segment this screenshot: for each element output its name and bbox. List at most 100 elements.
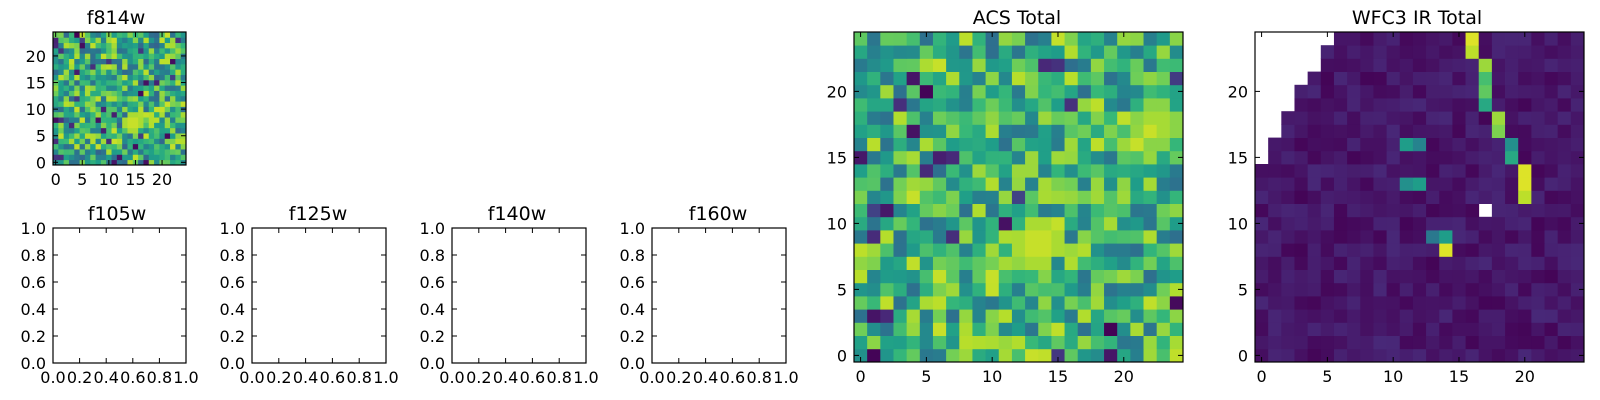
heatmap-cell: [1077, 256, 1092, 270]
heatmap-cell: [854, 124, 868, 138]
heatmap-cell: [1077, 111, 1092, 125]
heatmap-cell: [1333, 322, 1348, 336]
heatmap-cell: [998, 111, 1013, 125]
heatmap-cell: [122, 95, 128, 102]
heatmap-cell: [880, 111, 894, 125]
heatmap-cell: [106, 149, 112, 155]
heatmap-cell: [1077, 190, 1092, 204]
heatmap-cell: [122, 47, 128, 54]
heatmap-cell: [1038, 32, 1052, 46]
heatmap-cell: [1051, 203, 1065, 218]
heatmap-cell: [906, 230, 921, 244]
heatmap-cell: [170, 90, 176, 97]
heatmap-cell: [138, 133, 144, 139]
heatmap-cell: [90, 117, 96, 123]
heatmap-cell: [906, 111, 921, 125]
heatmap-cell: [148, 143, 155, 150]
heatmap-cell: [1077, 230, 1092, 244]
heatmap-cell: [1025, 230, 1039, 244]
heatmap-cell: [1478, 269, 1493, 284]
heatmap-cell: [1064, 111, 1079, 125]
heatmap-cell: [906, 71, 921, 86]
heatmap-cell: [116, 42, 123, 49]
heatmap-cell: [106, 106, 112, 113]
heatmap-cell: [893, 45, 908, 59]
heatmap-cell: [138, 32, 144, 38]
heatmap-cell: [906, 256, 921, 270]
heatmap-cell: [854, 230, 868, 244]
heatmap-cell: [106, 122, 112, 129]
heatmap-cell: [1426, 230, 1440, 244]
heatmap-cell: [1064, 58, 1079, 72]
heatmap-cell: [972, 335, 986, 350]
heatmap-cell: [1090, 98, 1105, 112]
heatmap-cell: [867, 190, 881, 204]
heatmap-cell: [148, 32, 155, 38]
heatmap-cell: [1090, 243, 1105, 257]
heatmap-cell: [180, 42, 187, 49]
heatmap-cell: [1518, 256, 1532, 270]
heatmap-cell: [919, 111, 934, 125]
heatmap-cell: [1064, 335, 1079, 350]
heatmap-cell: [1399, 216, 1414, 231]
heatmap-cell: [79, 95, 86, 102]
heatmap-cell: [932, 137, 947, 152]
heatmap-cell: [68, 42, 75, 49]
heatmap-cell: [1531, 322, 1545, 336]
heatmap-cell: [1360, 164, 1374, 178]
heatmap-cell: [1478, 190, 1493, 204]
heatmap-cell: [79, 101, 86, 107]
heatmap-cell: [1360, 282, 1374, 297]
heatmap-cell: [122, 69, 128, 75]
heatmap-cell: [1294, 150, 1309, 165]
heatmap-cell: [946, 322, 960, 336]
heatmap-cell: [74, 95, 80, 102]
heatmap-cell: [1557, 124, 1572, 138]
heatmap-cell: [79, 154, 86, 161]
heatmap-cell: [1307, 150, 1322, 165]
heatmap-cell: [919, 309, 934, 323]
heatmap-cell: [1412, 322, 1427, 336]
heatmap-cell: [1294, 230, 1309, 244]
heatmap-cell: [1426, 84, 1440, 99]
heatmap-cell: [95, 42, 102, 49]
heatmap-cell: [1465, 164, 1480, 178]
heatmap-cell: [1505, 348, 1519, 363]
heatmap-cell: [1130, 309, 1144, 323]
heatmap-cell: [972, 137, 986, 152]
heatmap-cell: [972, 177, 986, 191]
heatmap-cell: [1130, 335, 1144, 350]
heatmap-cell: [998, 230, 1013, 244]
heatmap-cell: [159, 133, 166, 139]
heatmap-cell: [867, 150, 881, 165]
heatmap-cell: [1130, 98, 1144, 112]
x-tick-label: 0.4: [493, 368, 518, 387]
heatmap-cell: [116, 79, 123, 86]
x-tick-label: 0.8: [546, 368, 571, 387]
heatmap-cell: [138, 47, 144, 54]
wfc3-ir-total-heatmap: [1255, 32, 1585, 363]
heatmap-cell: [1090, 322, 1105, 336]
heatmap-cell: [53, 154, 59, 161]
heatmap-cell: [906, 190, 921, 204]
heatmap-cell: [1439, 230, 1453, 244]
heatmap-cell: [58, 47, 65, 54]
y-tick-label: 0.0: [420, 354, 445, 373]
heatmap-cell: [68, 117, 75, 123]
heatmap-cell: [1117, 256, 1131, 270]
heatmap-cell: [1025, 216, 1039, 231]
heatmap-cell: [1386, 45, 1401, 59]
heatmap-cell: [854, 348, 868, 363]
heatmap-cell: [100, 159, 107, 166]
heatmap-cell: [1281, 309, 1295, 323]
heatmap-cell: [148, 138, 155, 145]
heatmap-cell: [1077, 216, 1092, 231]
heatmap-cell: [1294, 348, 1309, 363]
heatmap-cell: [946, 45, 960, 59]
heatmap-cell: [867, 32, 881, 46]
heatmap-cell: [1130, 203, 1144, 218]
y-tick-label: 0.4: [220, 300, 245, 319]
heatmap-cell: [1051, 58, 1065, 72]
heatmap-cell: [1570, 164, 1585, 178]
heatmap-cell: [919, 150, 934, 165]
